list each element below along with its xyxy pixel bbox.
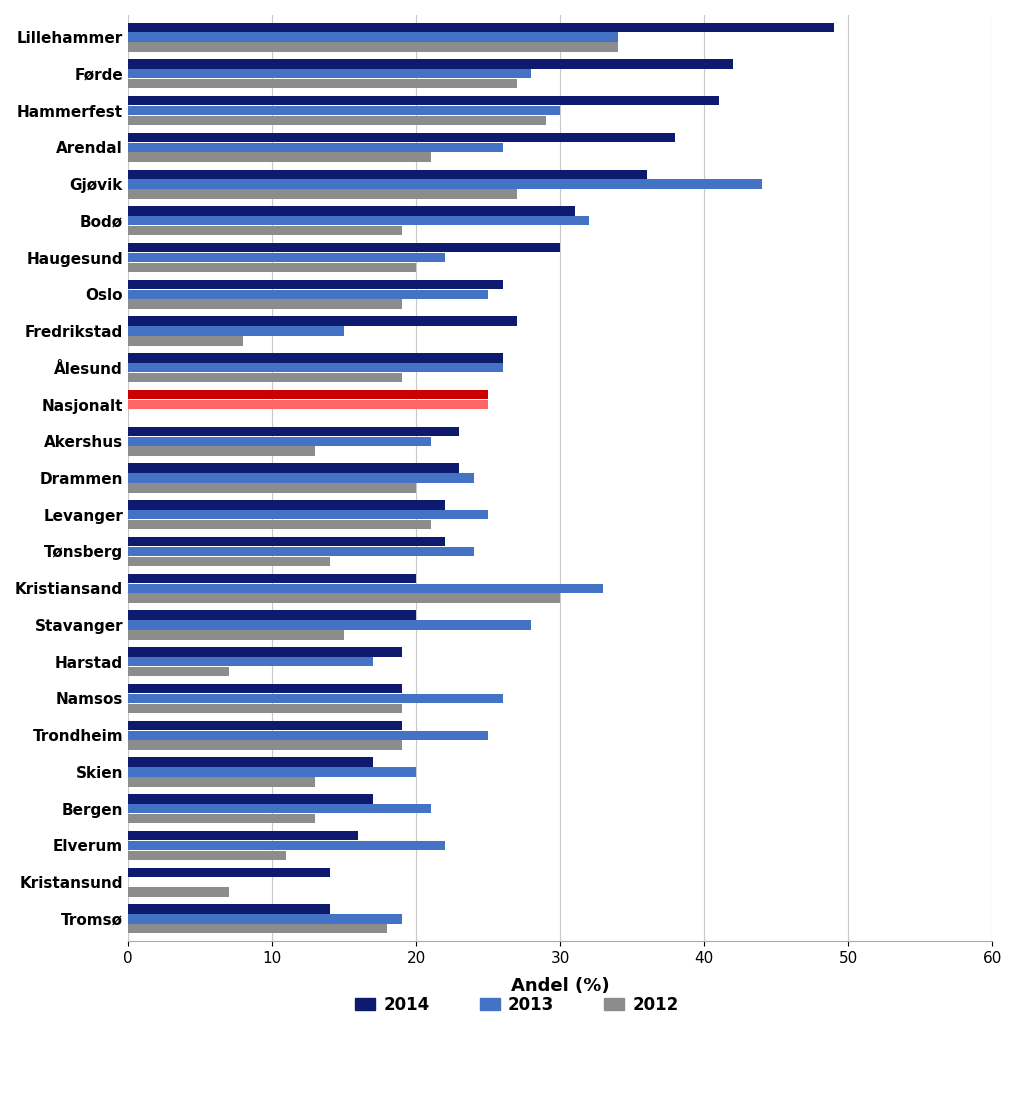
Bar (128, 336, 243, 345)
Bar (128, 290, 488, 299)
Bar (128, 500, 444, 510)
Bar (128, 399, 488, 409)
Bar (128, 353, 502, 363)
Bar (128, 60, 733, 69)
Bar (128, 584, 603, 593)
Bar (128, 262, 416, 272)
Bar (128, 556, 330, 566)
Bar (128, 373, 402, 383)
Bar (128, 243, 560, 252)
Bar (128, 657, 373, 667)
Bar (128, 153, 430, 161)
Bar (128, 363, 502, 373)
Bar (128, 814, 315, 823)
Bar (128, 22, 834, 32)
Bar (128, 684, 402, 693)
Bar (128, 841, 444, 851)
Bar (128, 280, 502, 289)
Bar (128, 316, 517, 326)
Bar (128, 594, 560, 603)
Bar (128, 106, 560, 115)
Bar (128, 538, 444, 546)
Bar (128, 611, 416, 619)
Bar (128, 169, 647, 179)
Bar (128, 758, 373, 766)
Bar (128, 868, 330, 877)
Bar (128, 133, 675, 143)
Bar (128, 915, 402, 924)
Bar (128, 693, 502, 703)
Bar (128, 630, 344, 639)
Bar (128, 326, 344, 336)
Bar (128, 768, 416, 776)
Bar (128, 226, 402, 236)
Bar (128, 925, 387, 933)
Bar (128, 831, 358, 841)
Bar (128, 473, 474, 482)
Bar (128, 437, 430, 446)
Bar (128, 483, 416, 492)
Bar (128, 574, 416, 583)
Bar (128, 546, 474, 556)
Bar (128, 206, 575, 216)
Bar (128, 647, 402, 657)
Bar (128, 116, 546, 125)
Bar (128, 447, 315, 456)
Bar (128, 794, 373, 804)
Bar (128, 510, 488, 520)
Bar (128, 427, 460, 436)
Bar (128, 463, 460, 473)
Bar (128, 300, 402, 309)
Bar (128, 620, 531, 629)
Bar (128, 253, 444, 262)
Bar (128, 731, 488, 740)
Bar (128, 804, 430, 813)
Bar (128, 667, 229, 676)
Bar (128, 216, 589, 226)
Bar (128, 740, 402, 750)
Bar (128, 32, 617, 42)
Bar (128, 69, 531, 79)
Bar (128, 143, 502, 152)
Bar (128, 851, 287, 860)
Bar (128, 179, 762, 189)
Bar (128, 703, 402, 713)
Bar (128, 520, 430, 530)
Bar (128, 79, 517, 88)
Bar (128, 778, 315, 786)
X-axis label: Andel (%): Andel (%) (511, 977, 609, 994)
Bar (128, 887, 229, 897)
Bar (128, 42, 617, 52)
Bar (128, 390, 488, 399)
Bar (128, 189, 517, 199)
Bar (128, 721, 402, 730)
Bar (128, 96, 719, 105)
Legend: 2014, 2013, 2012: 2014, 2013, 2012 (349, 989, 685, 1021)
Bar (128, 905, 330, 914)
